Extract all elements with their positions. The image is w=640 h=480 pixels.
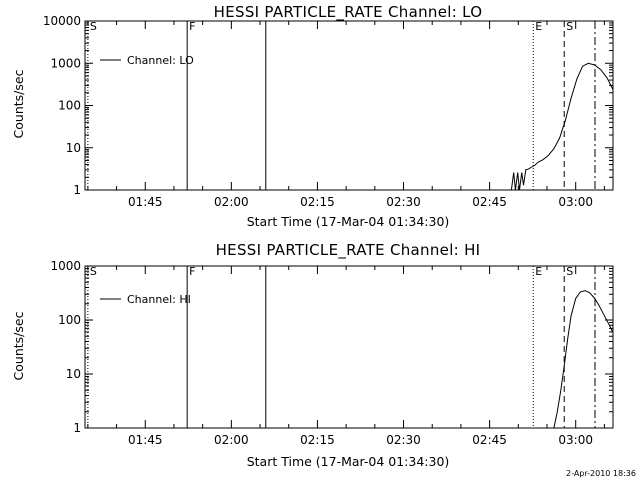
- legend-label: Channel: HI: [127, 293, 191, 306]
- y-axis-label: Counts/sec: [11, 69, 26, 138]
- x-tick-label: 02:30: [386, 433, 421, 447]
- lo-channel-panel: HESSI PARTICLE_RATE Channel: LO Start Ti…: [11, 3, 614, 229]
- event-marker-label: S: [566, 20, 573, 33]
- plot-frame: [84, 20, 614, 191]
- x-tick-label: 02:30: [386, 195, 421, 209]
- y-tick-label: 100: [58, 313, 81, 327]
- event-marker-label: F: [189, 265, 195, 278]
- y-tick-label: 1: [73, 421, 81, 435]
- x-tick-label: 02:00: [214, 433, 249, 447]
- x-axis-label: Start Time (17-Mar-04 01:34:30): [247, 214, 450, 229]
- event-marker-label: S: [90, 265, 97, 278]
- x-tick-label: 02:45: [472, 433, 507, 447]
- x-axis-label: Start Time (17-Mar-04 01:34:30): [247, 454, 450, 469]
- x-tick-label: 02:15: [300, 195, 335, 209]
- x-tick-label: 02:00: [214, 195, 249, 209]
- legend-label: Channel: LO: [127, 54, 194, 67]
- x-tick-label: 01:45: [128, 433, 163, 447]
- x-tick-label: 02:45: [472, 195, 507, 209]
- event-marker-label: F: [189, 20, 195, 33]
- footer-timestamp: 2-Apr-2010 18:36: [566, 469, 636, 478]
- x-tick-label: 02:15: [300, 433, 335, 447]
- x-tick-label: 03:00: [558, 433, 593, 447]
- event-marker-label: E: [535, 265, 542, 278]
- event-marker-label: S: [566, 265, 573, 278]
- y-tick-label: 100: [58, 99, 81, 113]
- plot-frame: [84, 265, 614, 429]
- y-tick-label: 10: [66, 367, 81, 381]
- y-tick-label: 10000: [43, 14, 81, 28]
- series-line: [553, 290, 613, 428]
- event-marker-label: S: [90, 20, 97, 33]
- hi-channel-panel: HESSI PARTICLE_RATE Channel: HI Start Ti…: [11, 241, 614, 469]
- x-tick-label: 01:45: [128, 195, 163, 209]
- chart-title: HESSI PARTICLE_RATE Channel: HI: [216, 241, 481, 260]
- y-tick-label: 1000: [50, 56, 81, 70]
- series-line: [510, 62, 613, 190]
- y-tick-label: 10: [66, 141, 81, 155]
- y-tick-label: 1000: [50, 259, 81, 273]
- x-tick-label: 03:00: [558, 195, 593, 209]
- event-marker-label: E: [535, 20, 542, 33]
- y-tick-label: 1: [73, 183, 81, 197]
- chart-title: HESSI PARTICLE_RATE Channel: LO: [214, 3, 483, 22]
- y-axis-label: Counts/sec: [11, 311, 26, 380]
